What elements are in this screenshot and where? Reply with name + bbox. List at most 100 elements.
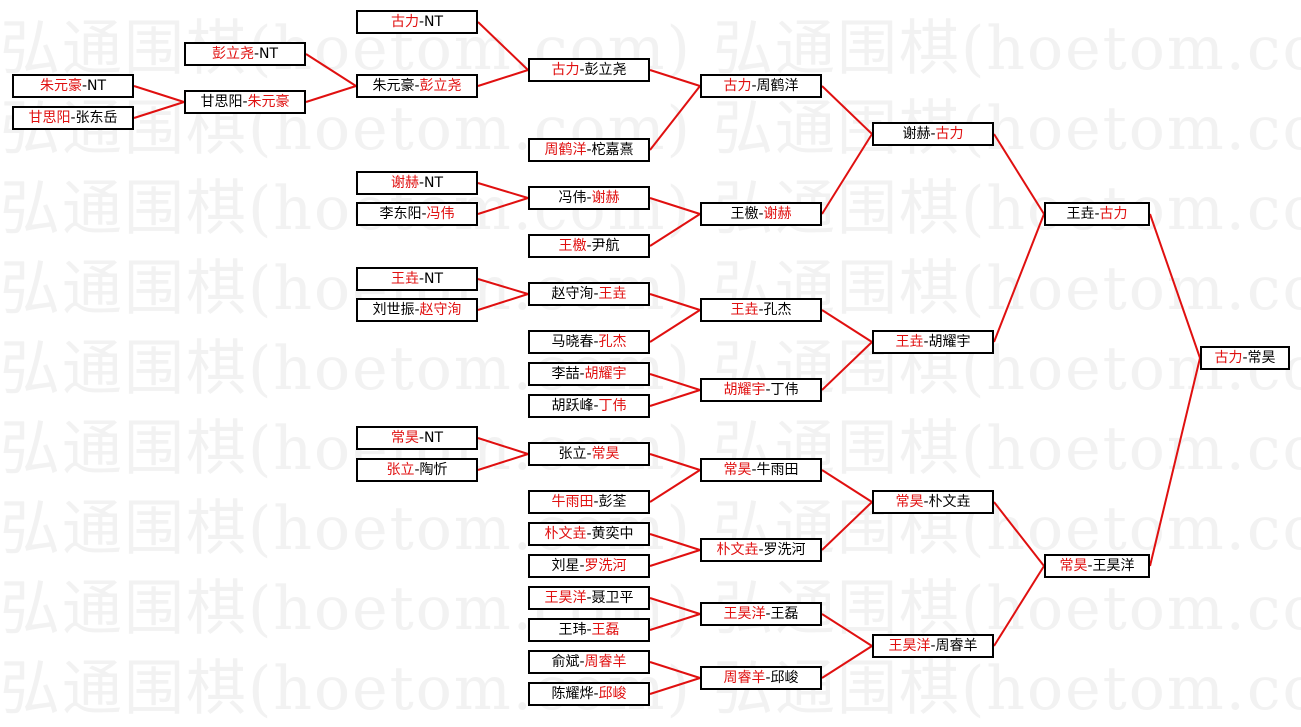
winner-name: 周睿羊 bbox=[584, 654, 627, 670]
winner-name: 古力 bbox=[1099, 206, 1128, 222]
winner-name: 常昊 bbox=[723, 462, 752, 478]
player-name: 朱元豪 bbox=[372, 78, 415, 94]
connector-line bbox=[649, 549, 701, 567]
separator: - bbox=[923, 334, 929, 350]
separator: - bbox=[579, 654, 585, 670]
winner-name: 甘思阳 bbox=[28, 110, 71, 126]
connector-line bbox=[477, 21, 529, 71]
match-box: 古力-周鹤洋 bbox=[700, 74, 822, 98]
player-name: 牛雨田 bbox=[756, 462, 799, 478]
separator: - bbox=[414, 462, 420, 478]
connector-line bbox=[821, 133, 873, 215]
player-name: 王昊洋 bbox=[1092, 558, 1135, 574]
match-box: 朱元豪-NT bbox=[12, 74, 134, 98]
connector-line bbox=[649, 293, 701, 311]
separator: - bbox=[586, 446, 592, 462]
separator: - bbox=[586, 142, 592, 158]
winner-name: 胡耀宇 bbox=[584, 366, 627, 382]
connector-line bbox=[477, 437, 529, 455]
separator: - bbox=[586, 238, 592, 254]
player-name: 孔杰 bbox=[763, 302, 792, 318]
winner-name: 王昊洋 bbox=[723, 606, 766, 622]
player-name: 张立 bbox=[558, 446, 587, 462]
winner-name: 张立 bbox=[386, 462, 415, 478]
separator: - bbox=[593, 286, 599, 302]
winner-name: 朱元豪 bbox=[39, 78, 82, 94]
player-name: 刘星 bbox=[551, 558, 580, 574]
winner-name: 彭立尧 bbox=[211, 46, 254, 62]
winner-name: 周鹤洋 bbox=[544, 142, 587, 158]
separator: - bbox=[418, 175, 425, 191]
connector-line bbox=[133, 101, 185, 119]
match-box: 王昊洋-周睿羊 bbox=[872, 634, 994, 658]
separator: - bbox=[586, 622, 592, 638]
separator: - bbox=[81, 78, 88, 94]
winner-name: 王垚 bbox=[598, 286, 627, 302]
separator: - bbox=[1094, 206, 1100, 222]
winner-name: 谢赫 bbox=[591, 190, 620, 206]
player-name: 冯伟 bbox=[558, 190, 587, 206]
match-box: 胡跃峰-丁伟 bbox=[528, 394, 650, 418]
connector-line bbox=[133, 85, 185, 103]
winner-name: 彭立尧 bbox=[419, 78, 462, 94]
connector-line bbox=[1149, 357, 1201, 567]
winner-name: 谢赫 bbox=[390, 175, 419, 191]
match-box: 甘思阳-朱元豪 bbox=[184, 90, 306, 114]
connector-line bbox=[477, 453, 529, 471]
connector-line bbox=[649, 661, 701, 679]
match-box: 王玮-王磊 bbox=[528, 618, 650, 642]
match-box: 李东阳-冯伟 bbox=[356, 202, 478, 226]
match-box: 常昊-NT bbox=[356, 426, 478, 450]
separator: - bbox=[579, 366, 585, 382]
separator: - bbox=[593, 494, 599, 510]
connector-line bbox=[649, 389, 701, 407]
separator: - bbox=[579, 62, 585, 78]
player-name: 黄奕中 bbox=[591, 526, 634, 542]
separator: - bbox=[923, 494, 929, 510]
player-name: 胡耀宇 bbox=[928, 334, 971, 350]
player-name: 马晓春 bbox=[551, 334, 594, 350]
separator: - bbox=[1242, 350, 1248, 366]
connector-line bbox=[649, 677, 701, 695]
connector-line bbox=[993, 133, 1045, 215]
connector-line bbox=[649, 213, 701, 247]
player-name: 甘思阳 bbox=[200, 94, 243, 110]
player-name: 陶忻 bbox=[419, 462, 448, 478]
winner-name: 牛雨田 bbox=[551, 494, 594, 510]
match-box: 俞斌-周睿羊 bbox=[528, 650, 650, 674]
match-box: 刘世振-赵守洵 bbox=[356, 298, 478, 322]
connector-line bbox=[821, 613, 873, 647]
separator: - bbox=[758, 542, 764, 558]
player-name: 罗洗河 bbox=[763, 542, 806, 558]
connector-line bbox=[649, 613, 701, 631]
separator: - bbox=[586, 190, 592, 206]
connector-line bbox=[477, 197, 529, 215]
separator: - bbox=[593, 686, 599, 702]
player-name: 周鹤洋 bbox=[756, 78, 799, 94]
match-box: 李喆-胡耀宇 bbox=[528, 362, 650, 386]
match-box: 赵守洵-王垚 bbox=[528, 282, 650, 306]
player-name: 李东阳 bbox=[379, 206, 422, 222]
winner-name: 古力 bbox=[551, 62, 580, 78]
match-box: 常昊-朴文垚 bbox=[872, 490, 994, 514]
match-box: 古力-彭立尧 bbox=[528, 58, 650, 82]
connector-line bbox=[993, 565, 1045, 647]
connector-line bbox=[649, 197, 701, 215]
match-box: 王檄-尹航 bbox=[528, 234, 650, 258]
player-name: 胡跃峰 bbox=[551, 398, 594, 414]
connector-line bbox=[649, 533, 701, 551]
connector-line bbox=[649, 469, 701, 503]
winner-name: 古力 bbox=[390, 14, 419, 30]
match-box: 谢赫-NT bbox=[356, 171, 478, 195]
separator: - bbox=[586, 526, 592, 542]
match-box: 牛雨田-彭荃 bbox=[528, 490, 650, 514]
match-box: 王垚-胡耀宇 bbox=[872, 330, 994, 354]
separator: - bbox=[758, 302, 764, 318]
match-box: 马晓春-孔杰 bbox=[528, 330, 650, 354]
connector-line bbox=[821, 469, 873, 503]
match-box: 陈耀烨-邱峻 bbox=[528, 682, 650, 706]
player-name: NT bbox=[424, 175, 444, 191]
winner-name: 王垚 bbox=[895, 334, 924, 350]
separator: - bbox=[414, 302, 420, 318]
